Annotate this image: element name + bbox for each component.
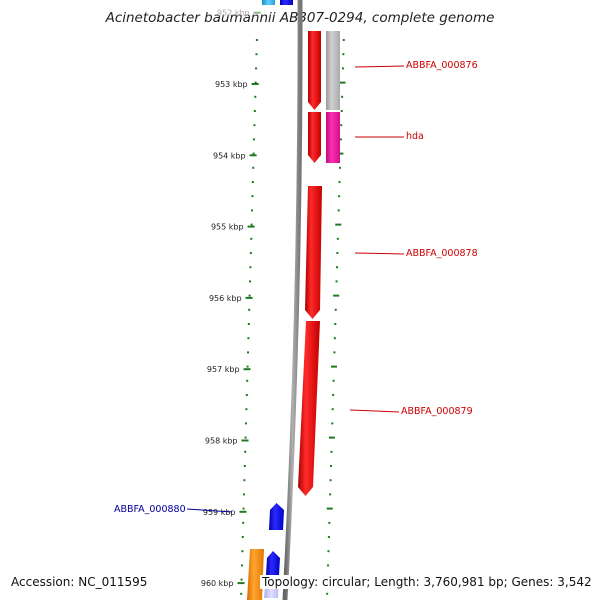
gray-feature[interactable] (326, 31, 340, 110)
gene-label-ABBFA-000876[interactable]: ABBFA_000876 (406, 60, 478, 71)
scale-label: 952 kbp (217, 9, 250, 18)
gene-leader-lines (186, 65, 405, 513)
gene-label-ABBFA-000878[interactable]: ABBFA_000878 (406, 248, 478, 259)
gene-ABBFA-000876-arrow[interactable] (308, 31, 321, 110)
orange-feature[interactable] (247, 549, 264, 600)
topology-text: Topology: circular; Length: 3,760,981 bp… (260, 575, 594, 589)
blue-feature-bottom[interactable] (266, 551, 280, 575)
magenta-feature[interactable] (326, 112, 340, 163)
gene-label-hda[interactable]: hda (406, 131, 424, 142)
scale-label: 958 kbp (205, 437, 238, 446)
outer-scale-track (324, 39, 346, 595)
scale-label: 960 kbp (201, 579, 234, 588)
scale-label: 953 kbp (215, 80, 248, 89)
cyan-feature-partial[interactable] (262, 0, 275, 5)
scale-label: 954 kbp (213, 151, 246, 160)
scale-label: 957 kbp (207, 365, 240, 374)
scale-label: 956 kbp (209, 294, 242, 303)
scale-label: 955 kbp (211, 223, 244, 232)
gene-hda-arrow[interactable] (308, 112, 321, 163)
gene-label-ABBFA-000880[interactable]: ABBFA_000880 (114, 504, 186, 515)
inner-scale-track (240, 39, 258, 595)
gene-ABBFA-000879-arrow[interactable] (298, 321, 320, 496)
gene-label-ABBFA-000879[interactable]: ABBFA_000879 (401, 406, 473, 417)
scale-label: 959 kbp (203, 508, 236, 517)
blue-feature-partial[interactable] (280, 0, 293, 5)
accession-text: Accession: NC_011595 (9, 575, 150, 589)
gene-ABBFA-000880-arrow[interactable] (269, 503, 284, 530)
scale-labels: 952 kbp 953 kbp 954 kbp 955 kbp 956 kbp 957 k… (201, 9, 261, 588)
gene-ABBFA-000878-arrow[interactable] (305, 186, 322, 319)
genome-backbone (282, 0, 303, 600)
